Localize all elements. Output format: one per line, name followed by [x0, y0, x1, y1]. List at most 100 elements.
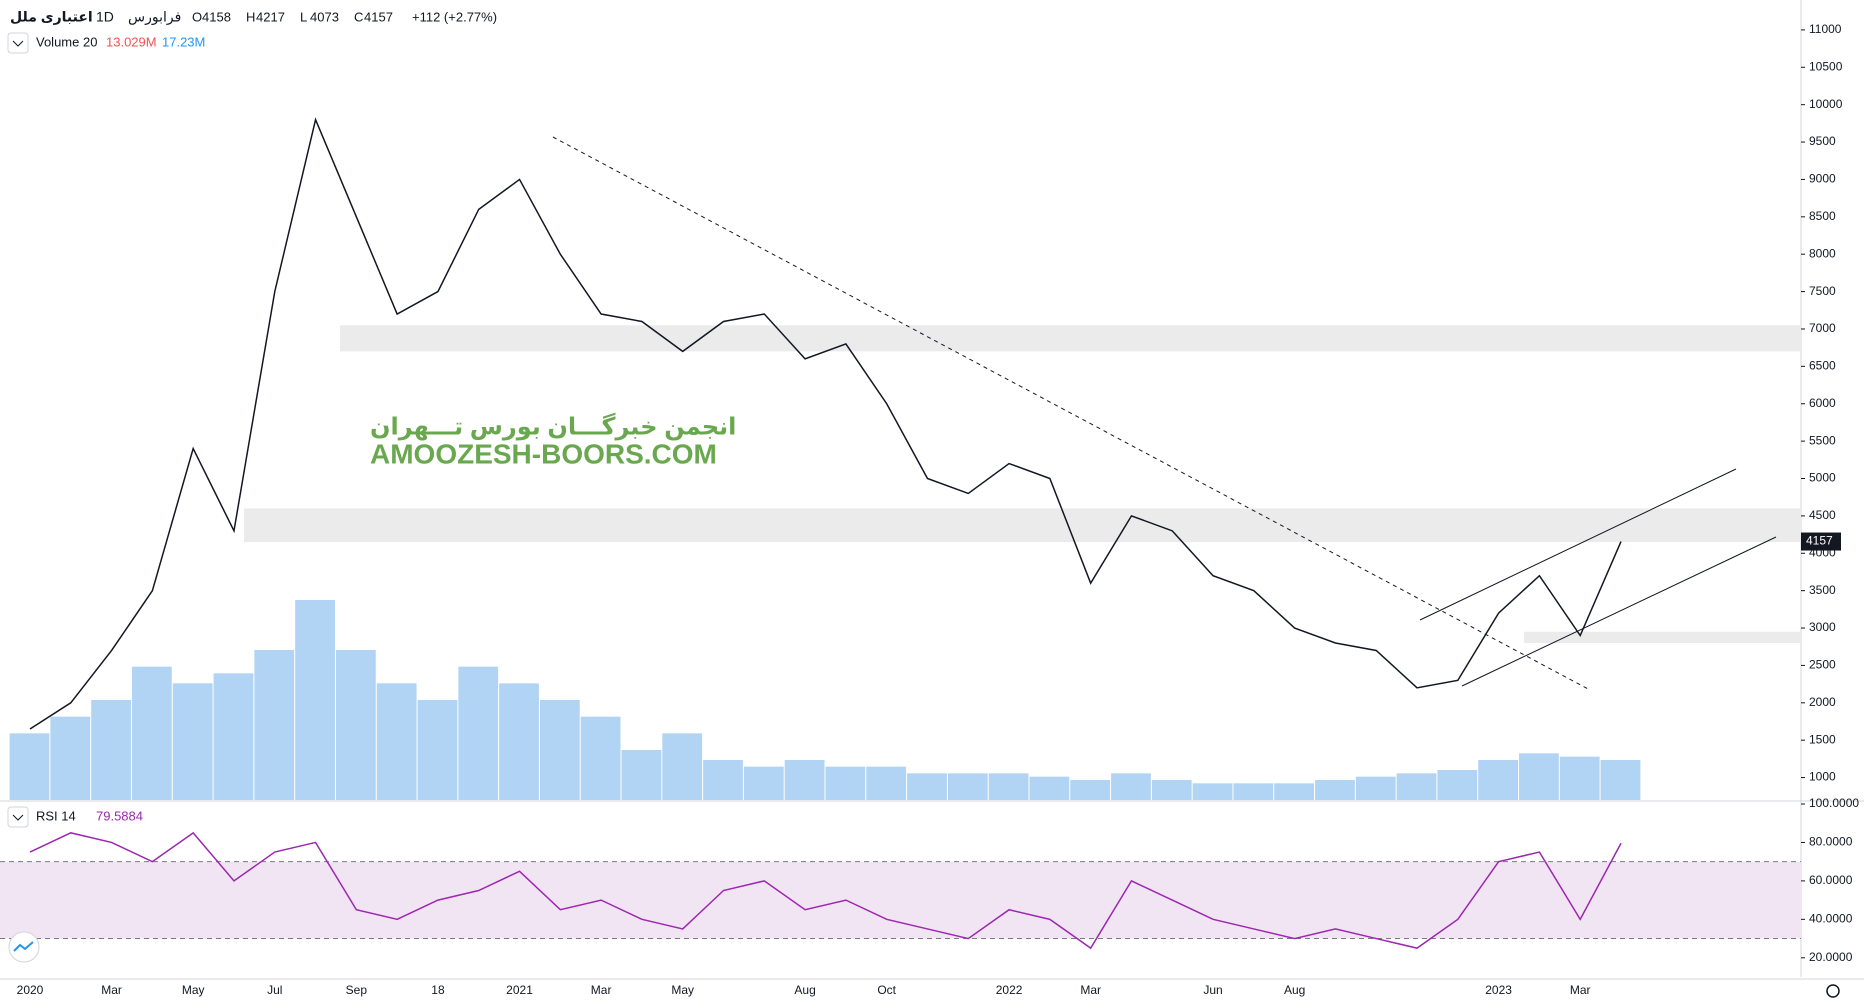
channel-line [1419, 468, 1737, 621]
rsi-band [0, 861, 1801, 939]
volume-bar [1437, 770, 1478, 800]
volume-bar [539, 700, 580, 800]
volume-bar [1029, 776, 1070, 800]
collapse-icon [12, 814, 24, 821]
symbol[interactable]: اعتباری ملل [10, 9, 93, 25]
x-tick-label: Mar [101, 983, 122, 997]
collapse-button[interactable] [7, 806, 29, 828]
x-tick-label: Aug [1284, 983, 1305, 997]
volume-ma: 13.029M [106, 34, 157, 49]
x-tick-label: Mar [591, 983, 612, 997]
y-tick-label: 9000 [1809, 172, 1836, 186]
x-tick-label: 2020 [17, 983, 44, 997]
y-tick-label: 2000 [1809, 695, 1836, 709]
volume-bar [1559, 756, 1600, 800]
volume-bar [91, 700, 131, 800]
volume-bar [703, 760, 743, 800]
volume-bar [50, 716, 91, 800]
x-tick-label: 2022 [996, 983, 1023, 997]
volume-bar [213, 673, 254, 800]
ohlc-key: C [354, 9, 363, 24]
channel-line [1461, 536, 1777, 687]
change: +112 (+2.77%) [412, 9, 497, 24]
x-tick-label: May [182, 983, 205, 997]
volume-bar [988, 773, 1029, 800]
volume-bar [947, 773, 988, 800]
volume-bar [458, 666, 499, 800]
y-tick-label: 10000 [1809, 97, 1843, 111]
y-tick-label: 40.0000 [1809, 912, 1853, 926]
volume-bar [784, 760, 825, 800]
x-tick-label: Mar [1080, 983, 1101, 997]
ohlc-key: L [300, 9, 307, 24]
rsi-last: 79.5884 [96, 808, 143, 823]
y-tick-label: 60.0000 [1809, 873, 1853, 887]
volume-title: Volume 20 [36, 34, 97, 49]
volume-bar [254, 650, 295, 800]
zone [340, 325, 1801, 352]
ohlc-key: O [192, 9, 202, 24]
x-tick-label: May [671, 983, 694, 997]
y-tick-label: 9500 [1809, 134, 1836, 148]
zone [1524, 631, 1801, 643]
price-line [29, 117, 1622, 730]
volume-bar [131, 666, 172, 800]
y-tick-label: 6500 [1809, 359, 1836, 373]
y-tick-label: 7500 [1809, 284, 1836, 298]
y-tick-label: 5500 [1809, 433, 1836, 447]
x-tick-label: Mar [1570, 983, 1591, 997]
settings-button[interactable] [1826, 984, 1840, 998]
x-tick-label: 2023 [1485, 983, 1512, 997]
y-tick-label: 8500 [1809, 209, 1836, 223]
last-price-box [1801, 532, 1841, 551]
rsi-title: RSI 14 [36, 808, 76, 823]
volume-bar [499, 683, 539, 800]
volume-bar [1233, 783, 1274, 800]
ohlc-value: 4158 [202, 9, 231, 24]
ohlc-value: 4217 [256, 9, 285, 24]
volume-bar [1355, 776, 1396, 800]
volume-bar [743, 766, 784, 800]
y-tick-label: 6000 [1809, 396, 1836, 410]
volume-bar [1274, 783, 1315, 800]
volume-bar [1396, 773, 1437, 800]
ohlc-value: 4157 [364, 9, 393, 24]
volume-bar [1478, 760, 1519, 800]
x-tick-label: Sep [346, 983, 368, 997]
volume-bar [580, 716, 621, 800]
y-tick-label: 2500 [1809, 658, 1836, 672]
volume-bar [662, 733, 703, 800]
volume-bar [866, 766, 907, 800]
legend: اعتباری ملل 1D فرابورس O 4158 H 4217 L 4073 C 4… [7, 9, 497, 828]
volume-bar [1600, 760, 1641, 800]
volume-bar [417, 700, 458, 800]
volume-bar [907, 773, 947, 800]
exchange: فرابورس [128, 9, 181, 26]
logo-icon [13, 941, 34, 952]
volume-bar [376, 683, 417, 800]
x-tick-label: Oct [877, 983, 896, 997]
volume-bar [1315, 780, 1355, 800]
plot: 1000150020002500300035004000450050005500… [0, 22, 1859, 997]
x-tick-label: 18 [431, 983, 445, 997]
y-tick-label: 1500 [1809, 732, 1836, 746]
volume-last: 17.23M [162, 34, 205, 49]
y-tick-label: 100.0000 [1809, 796, 1859, 810]
y-tick-label: 3500 [1809, 583, 1836, 597]
ohlc-key: H [246, 9, 255, 24]
ohlc-value: 4073 [310, 9, 339, 24]
volume-bar [1070, 780, 1111, 800]
collapse-button[interactable] [7, 32, 29, 54]
last-price-label: 4157 [1806, 534, 1833, 548]
rsi-line [29, 831, 1622, 950]
y-tick-label: 11000 [1809, 22, 1842, 36]
y-tick-label: 80.0000 [1809, 835, 1853, 849]
volume-bar [1519, 753, 1559, 800]
y-tick-label: 1000 [1809, 770, 1836, 784]
y-tick-label: 20.0000 [1809, 950, 1853, 964]
interval[interactable]: 1D [96, 9, 114, 25]
volume-bar [1151, 780, 1192, 800]
volume-bar [335, 650, 376, 800]
collapse-icon [12, 40, 24, 47]
